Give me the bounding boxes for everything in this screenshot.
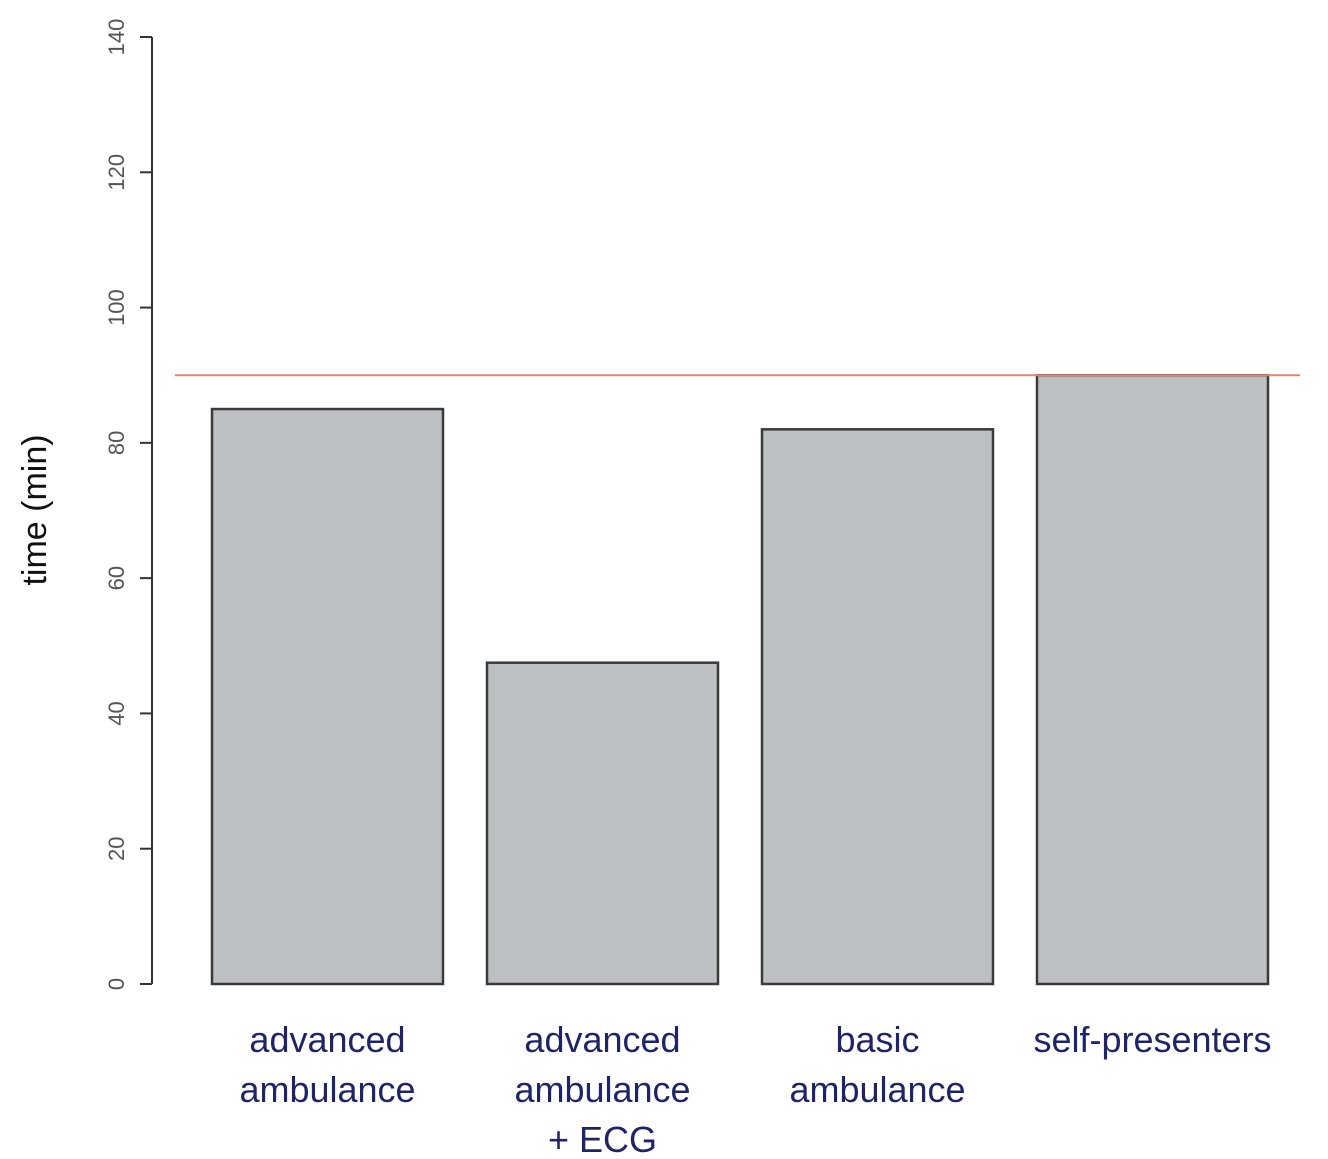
x-tick-label: self-presenters	[1033, 1019, 1271, 1060]
y-axis-label: time (min)	[16, 434, 54, 585]
y-tick-label: 20	[104, 836, 129, 860]
bar	[485, 661, 720, 986]
y-tick-label: 140	[104, 19, 129, 56]
x-tick-label: advanced ambulance + ECG	[514, 1019, 690, 1159]
bar	[760, 428, 995, 986]
y-tick-label: 60	[104, 566, 129, 590]
y-tick-label: 100	[104, 289, 129, 326]
y-tick-label: 0	[104, 978, 129, 990]
x-tick-label: advanced ambulance	[239, 1019, 415, 1110]
y-tick-label: 120	[104, 154, 129, 191]
bar	[210, 407, 445, 986]
y-tick-label: 80	[104, 431, 129, 455]
bar	[1035, 373, 1270, 986]
x-tick-label: basic ambulance	[789, 1019, 965, 1110]
y-tick-label: 40	[104, 701, 129, 725]
